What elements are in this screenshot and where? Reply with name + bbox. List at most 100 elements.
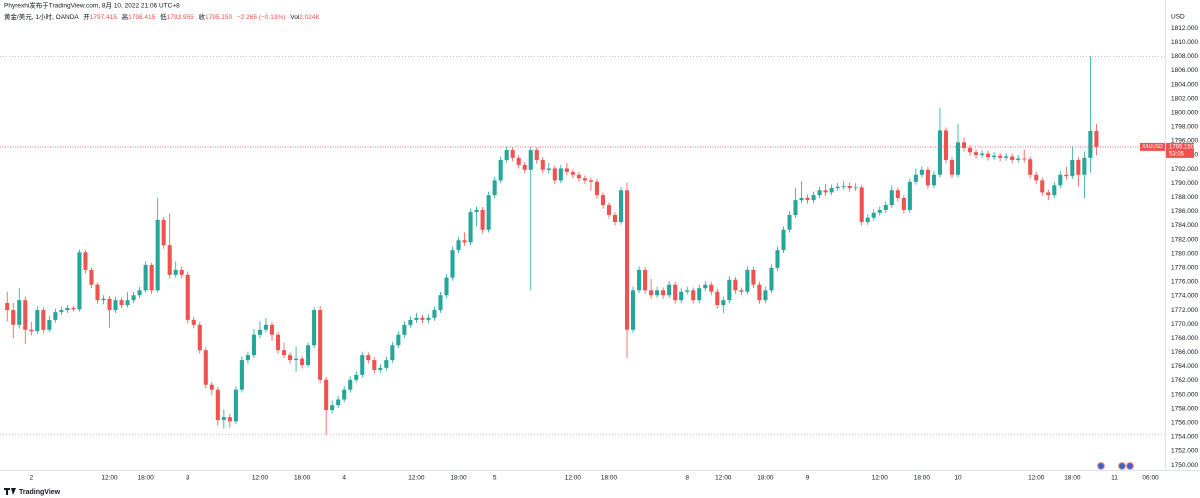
candle-body <box>540 159 545 170</box>
candle-body <box>408 319 413 325</box>
candle-body <box>817 190 822 196</box>
candle-body <box>173 269 178 275</box>
candle-body <box>197 324 202 351</box>
y-tick-label: 1784.000 <box>1171 222 1198 229</box>
candle-body <box>781 229 786 251</box>
legend-label: 高 <box>122 12 129 21</box>
y-tick-label: 1760.000 <box>1171 391 1198 398</box>
candle-body <box>143 264 148 291</box>
event-icon <box>1097 462 1105 470</box>
candle-body <box>348 379 353 390</box>
candle-body <box>504 150 509 160</box>
candle-body <box>510 150 515 158</box>
candle-body <box>570 171 575 175</box>
x-tick-label: 8 <box>685 475 689 482</box>
candle-body <box>125 300 130 306</box>
candle-body <box>865 217 870 222</box>
candle-body <box>1052 185 1057 196</box>
candle-body <box>811 195 816 201</box>
candle-body <box>281 350 287 356</box>
candle-body <box>901 198 906 210</box>
x-tick-label: 12:00 <box>1028 475 1045 482</box>
y-tick-label: 1762.000 <box>1171 377 1198 384</box>
y-tick-label: 1796.000 <box>1171 138 1198 145</box>
x-tick-label: 12:00 <box>872 475 889 482</box>
candle-body <box>775 250 780 268</box>
candle-body <box>312 310 317 346</box>
candle-body <box>432 310 437 318</box>
candle-body <box>360 355 365 375</box>
candle-body <box>661 290 666 296</box>
y-tick-label: 1758.000 <box>1171 405 1198 412</box>
candle-body <box>420 317 425 320</box>
x-tick-label: 18:00 <box>757 475 774 482</box>
candle-body <box>137 290 142 296</box>
x-tick-label: 18:00 <box>601 475 618 482</box>
candle-body <box>119 300 124 306</box>
x-tick-label: 2 <box>29 475 33 482</box>
candle-body <box>715 291 720 306</box>
candle-body <box>853 187 858 189</box>
candle-body <box>11 310 16 325</box>
candle-body <box>167 245 172 275</box>
y-tick-label: 1808.000 <box>1171 53 1198 60</box>
y-tick-label: 1780.000 <box>1171 250 1198 257</box>
publisher: Phyrexhi发布于TradingView.com, 8月 10, 2022 … <box>4 1 180 10</box>
candle-body <box>925 169 930 186</box>
x-tick-label: 18:00 <box>450 475 467 482</box>
legend-value: 1797.415 <box>90 14 117 21</box>
y-tick-label: 1802.000 <box>1171 95 1198 102</box>
candle-body <box>426 317 431 320</box>
candle-body <box>751 269 756 285</box>
candle-body <box>77 252 82 310</box>
candle-body <box>1070 159 1075 177</box>
candle-body <box>883 205 888 210</box>
candle-body <box>799 198 804 201</box>
candle-body <box>215 389 220 420</box>
candle-body <box>95 284 100 301</box>
candle-body <box>89 269 94 285</box>
candle-body <box>462 240 467 243</box>
candle-body <box>492 180 497 196</box>
candle-body <box>402 324 407 335</box>
y-tick-label: 1754.000 <box>1171 434 1198 441</box>
y-tick-label: 1798.000 <box>1171 124 1198 131</box>
candle-body <box>131 295 136 301</box>
y-tick-label: 1766.000 <box>1171 349 1198 356</box>
candle-body <box>757 284 762 301</box>
candle-body <box>877 209 882 213</box>
candle-body <box>895 190 900 199</box>
candle-body <box>29 329 34 332</box>
candle-body <box>1028 159 1033 175</box>
candle-body <box>179 269 184 275</box>
candle-body <box>47 319 52 330</box>
candle-body <box>239 360 244 390</box>
x-tick-label: 12:00 <box>408 475 425 482</box>
candle-body <box>1058 174 1063 186</box>
candle-body <box>396 334 401 346</box>
candle-body <box>71 307 76 310</box>
x-tick-label: 12:00 <box>565 475 582 482</box>
candle-body <box>1034 174 1039 181</box>
legend-label: 收 <box>199 12 206 21</box>
candle-body <box>546 168 551 170</box>
candle-body <box>889 190 894 206</box>
candle-body <box>949 159 955 175</box>
candle-body <box>1064 174 1069 177</box>
candle-body <box>438 295 443 311</box>
legend-value: 1795.150 <box>205 14 232 21</box>
y-tick-label: 1804.000 <box>1171 81 1198 88</box>
symbol-tag-label: XAUUSD <box>1142 144 1163 150</box>
candle-body <box>649 290 654 296</box>
candle-body <box>685 290 690 292</box>
candle-body <box>998 155 1003 158</box>
candle-body <box>1004 156 1009 158</box>
candle-body <box>564 168 569 172</box>
candle-body <box>5 302 10 311</box>
candle-body <box>1088 130 1093 158</box>
candle-body <box>907 181 912 210</box>
candle-body <box>366 355 371 361</box>
x-tick-label: 9 <box>806 475 810 482</box>
candle-body <box>354 374 359 380</box>
candle-body <box>149 264 154 291</box>
